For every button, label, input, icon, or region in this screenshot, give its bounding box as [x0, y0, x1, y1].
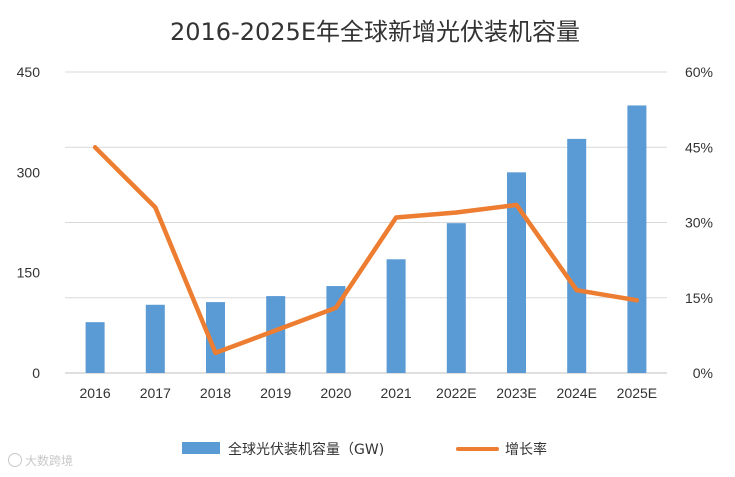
bar [507, 172, 526, 373]
bar [145, 304, 165, 373]
legend: 全球光伏装机容量（GW) 增长率 [182, 441, 547, 458]
legend-line-label: 增长率 [505, 441, 547, 458]
x-axis-tick-label: 2019 [260, 385, 291, 401]
right-axis-tick-label: 45% [685, 139, 713, 155]
x-axis-tick-label: 2016 [80, 385, 111, 401]
watermark-text: 大数跨境 [25, 454, 74, 468]
x-axis-tick-label: 2017 [140, 385, 171, 401]
watermark: 大数跨境 [8, 452, 73, 469]
x-axis-tick-label: 2023E [496, 385, 536, 401]
bar-series [85, 105, 647, 373]
bar [567, 138, 587, 373]
left-axis-tick-label: 300 [17, 164, 41, 180]
right-axis-labels: 0% 15% 30% 45% 60% [685, 64, 713, 381]
right-axis-tick-label: 0% [693, 365, 713, 381]
right-axis-tick-label: 30% [685, 215, 713, 231]
bar [266, 296, 286, 373]
bar [206, 302, 225, 373]
right-axis-tick-label: 15% [685, 290, 713, 306]
right-axis-tick-label: 60% [685, 64, 713, 80]
left-axis-tick-label: 450 [17, 64, 41, 80]
x-axis-labels: 2016 2017 2018 2019 2020 2021 2022E 2023E 2024E 2… [80, 385, 658, 401]
x-axis-tick-label: 2021 [381, 385, 412, 401]
bar [386, 259, 406, 373]
x-axis-tick-label: 2020 [320, 385, 351, 401]
bar [85, 322, 105, 373]
x-axis-tick-label: 2018 [200, 385, 231, 401]
chart-title: 2016-2025E年全球新增光伏装机容量 [170, 18, 580, 46]
left-axis-tick-label: 150 [17, 265, 41, 281]
left-axis-tick-label: 0 [32, 365, 40, 381]
line-series [92, 145, 640, 356]
bar [446, 223, 466, 373]
legend-bar-swatch [182, 442, 220, 454]
x-axis-tick-label: 2024E [556, 385, 596, 401]
gridlines [65, 71, 667, 374]
x-axis-tick-label: 2022E [436, 385, 476, 401]
bar [627, 105, 647, 373]
legend-bar-label: 全球光伏装机容量（GW) [228, 441, 384, 458]
left-axis-labels: 0 150 300 450 [17, 64, 41, 381]
growth-rate-line [92, 145, 640, 356]
x-axis-tick-label: 2025E [617, 385, 657, 401]
brand-logo-icon [8, 453, 22, 467]
